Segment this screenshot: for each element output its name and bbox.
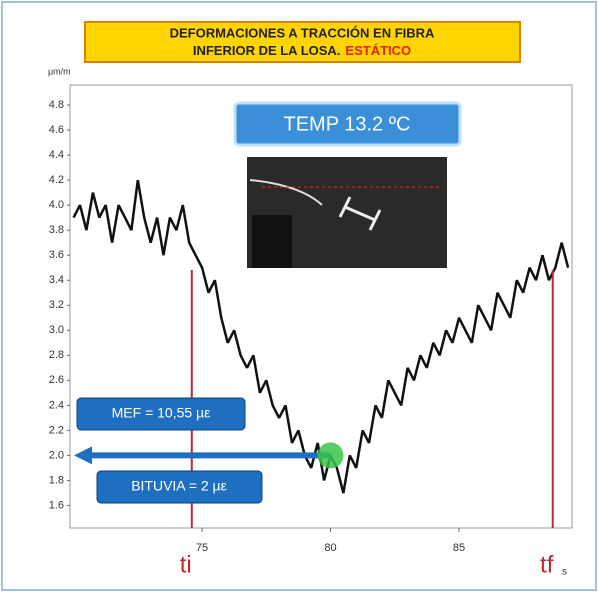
y-tick-label: 3.2: [49, 299, 64, 311]
photo-hole: [252, 215, 292, 268]
bituvia-box: [96, 470, 263, 504]
highlight-point: [317, 442, 344, 469]
x-unit: s: [562, 567, 567, 578]
mef-box: [76, 397, 246, 431]
time-marker-label: ti: [180, 551, 192, 578]
y-tick-label: 3.4: [49, 274, 64, 286]
y-tick-label: 2.0: [49, 449, 64, 461]
y-tick-label: 3.0: [49, 324, 64, 336]
title-box: [84, 21, 521, 63]
y-tick-label: 2.2: [49, 424, 64, 436]
y-tick-label: 3.8: [49, 224, 64, 236]
title: DEFORMACIONES A TRACCIÓN EN FIBRA: [170, 25, 435, 40]
y-tick-label: 2.8: [49, 349, 64, 361]
bituvia-label: BITUVIA = 2 µε: [131, 478, 227, 494]
x-tick-label: 80: [324, 542, 336, 554]
title: INFERIOR DE LA LOSA.: [193, 43, 341, 58]
y-unit: μm/m: [48, 66, 71, 76]
photo-wire: [249, 179, 323, 206]
photo-gauge: [338, 196, 382, 231]
y-tick-label: 4.0: [49, 199, 64, 211]
temp-label: TEMP 13.2 ºC: [284, 113, 411, 135]
y-tick-label: 4.4: [49, 149, 64, 161]
plot-area: [69, 84, 573, 529]
x-tick-label: 85: [453, 542, 465, 554]
time-marker-label: tf: [540, 551, 554, 578]
y-tick-label: 2.6: [49, 374, 64, 386]
arrow-head: [74, 446, 92, 465]
y-tick-label: 1.6: [49, 499, 64, 511]
mef-label: MEF = 10,55 µε: [112, 405, 211, 421]
temp-box: [233, 101, 462, 147]
title-line: INFERIOR DE LA LOSA. ESTÁTICO: [193, 43, 411, 58]
x-tick-label: 75: [196, 542, 208, 554]
y-tick-label: 3.6: [49, 249, 64, 261]
photo: [247, 157, 447, 268]
y-tick-label: 4.8: [49, 99, 64, 111]
y-tick-label: 4.6: [49, 124, 64, 136]
y-tick-label: 1.8: [49, 474, 64, 486]
title-highlight: ESTÁTICO: [345, 43, 411, 58]
y-tick-label: 2.4: [49, 399, 64, 411]
overlay: [74, 442, 344, 469]
y-tick-label: 4.2: [49, 174, 64, 186]
